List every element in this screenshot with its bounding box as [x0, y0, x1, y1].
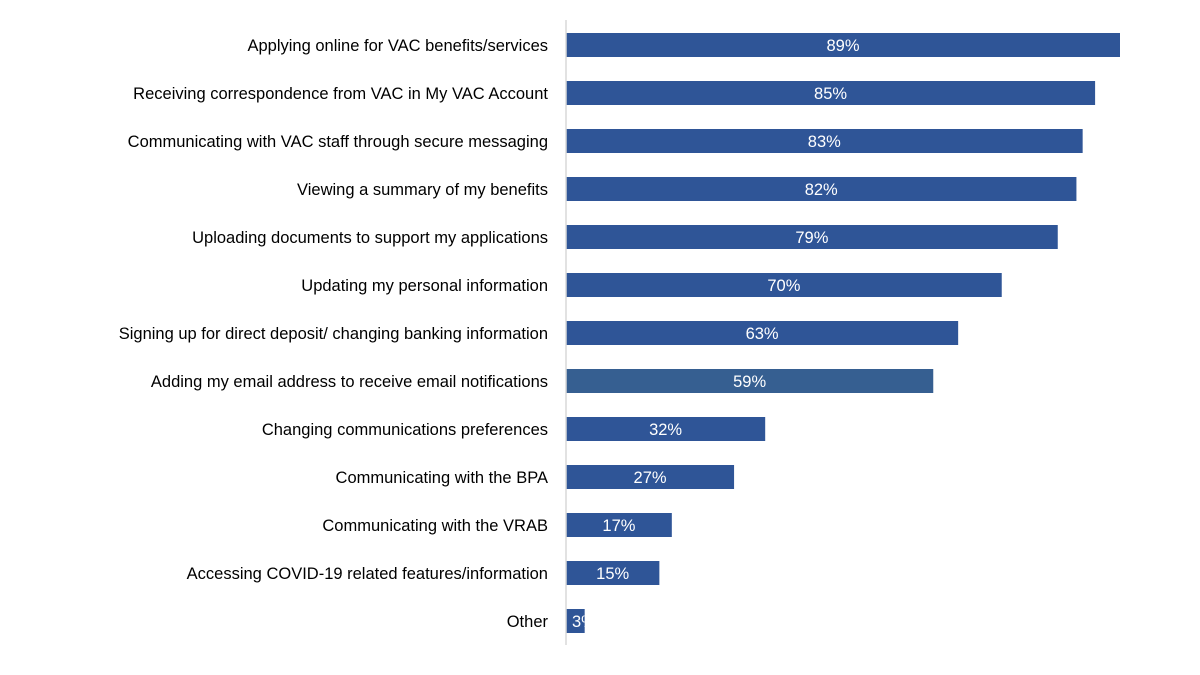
data-label: 27% [634, 469, 667, 487]
bar [566, 33, 1120, 57]
category-label: Changing communications preferences [262, 421, 548, 439]
bar [566, 417, 766, 441]
category-label: Communicating with the VRAB [322, 517, 548, 535]
bar [566, 273, 1002, 297]
data-label: 15% [596, 565, 629, 583]
category-label: Communicating with VAC staff through sec… [128, 133, 548, 151]
data-label: 85% [814, 85, 847, 103]
bar [566, 609, 585, 633]
category-label: Viewing a summary of my benefits [297, 181, 548, 199]
data-label: 89% [826, 37, 859, 55]
bar [566, 369, 934, 393]
data-label: 17% [602, 517, 635, 535]
bar [566, 81, 1096, 105]
data-label: 70% [767, 277, 800, 295]
data-label: 83% [808, 133, 841, 151]
data-label: 82% [805, 181, 838, 199]
data-label: 63% [746, 325, 779, 343]
category-label: Applying online for VAC benefits/service… [247, 37, 548, 55]
category-label: Uploading documents to support my applic… [192, 229, 548, 247]
data-label: 79% [795, 229, 828, 247]
category-label: Accessing COVID-19 related features/info… [187, 565, 548, 583]
category-label: Signing up for direct deposit/ changing … [119, 325, 548, 343]
category-label: Updating my personal information [301, 277, 548, 295]
category-label: Other [507, 613, 549, 631]
bar [566, 513, 672, 537]
category-label: Adding my email address to receive email… [151, 373, 548, 391]
data-label: 3% [572, 613, 596, 631]
bar [566, 177, 1077, 201]
data-label: 59% [733, 373, 766, 391]
bar [566, 561, 660, 585]
bar [566, 129, 1083, 153]
category-label: Communicating with the BPA [336, 469, 548, 487]
data-label: 32% [649, 421, 682, 439]
bar [566, 225, 1058, 249]
category-label: Receiving correspondence from VAC in My … [133, 85, 548, 103]
bar [566, 465, 735, 489]
bar [566, 321, 959, 345]
